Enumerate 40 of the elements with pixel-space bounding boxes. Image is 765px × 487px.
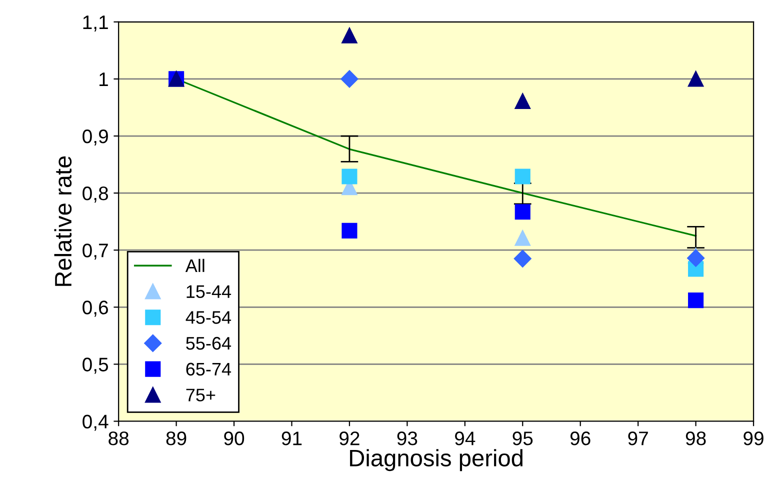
point [688,71,704,87]
legend-label: 75+ [186,388,216,402]
y-tick-label: 1 [100,72,108,86]
point [514,93,530,109]
point [688,292,704,308]
y-tick-label: 0,8 [82,186,108,203]
x-tick-label: 98 [686,431,706,446]
point [514,250,532,268]
point [342,28,358,44]
x-tick-label: 91 [282,431,302,446]
y-tick-label: 0,6 [82,300,108,317]
x-tick-label: 96 [570,431,590,446]
point [687,249,704,267]
point [514,230,530,246]
y-tick-label: 1,1 [83,16,108,32]
y-axis-title: Relative rate [54,156,72,286]
y-tick-label: 0,4 [82,414,108,431]
x-tick-label: 89 [166,431,186,446]
legend-label: 45-54 [186,311,232,324]
x-tick-label: 95 [512,431,533,446]
point [342,222,358,238]
point [342,168,358,184]
point [514,168,530,184]
x-tick-label: 99 [744,431,764,446]
x-tick-label: 97 [628,431,648,446]
y-tick-label: 0,7 [82,244,108,260]
legend-label: 55-64 [186,336,232,350]
legend-label: All [185,258,204,272]
x-tick-label: 94 [455,431,476,446]
y-tick-label: 0,5 [82,358,108,374]
y-tick-label: 0,9 [82,129,108,146]
x-tick-label: 90 [224,431,244,446]
x-tick-label: 88 [108,431,129,446]
legend-label: 15-44 [186,285,232,298]
x-tick-label: 93 [397,431,418,446]
legend-label: 65-74 [186,362,232,376]
x-axis-title: Diagnosis period [350,449,522,472]
x-tick-label: 92 [340,431,360,446]
point [514,204,530,220]
point [340,70,358,88]
